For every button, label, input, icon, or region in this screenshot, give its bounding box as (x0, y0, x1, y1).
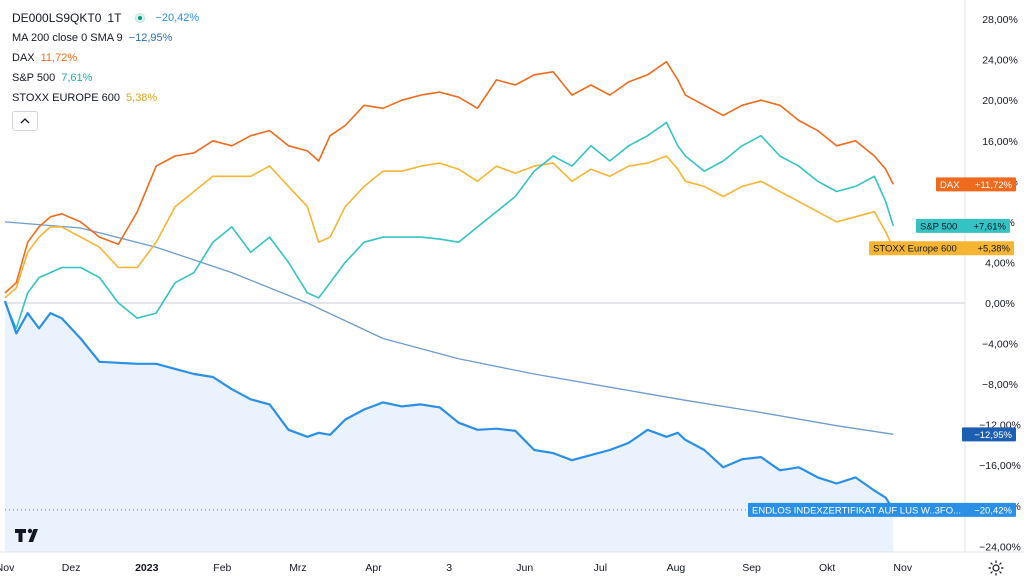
interval-label[interactable]: 1T (107, 11, 122, 25)
stoxx-price-badge[interactable]: STOXX Europe 600 +5,38% (869, 241, 1014, 256)
legend-stoxx-row[interactable]: STOXX EUROPE 600 5,38% (12, 88, 199, 108)
dax-price-badge-value: +11,72% (975, 180, 1013, 191)
main-series-area (5, 301, 894, 552)
symbol-change: −20,42% (155, 12, 200, 24)
x-tick-label: Sep (742, 562, 761, 574)
ma-price-badge-bg (962, 427, 1016, 442)
stoxx-price-badge-bg (869, 241, 1014, 256)
symbol-name[interactable]: DE000LS9QKT0 (12, 11, 102, 25)
legend-dax-row[interactable]: DAX 11,72% (12, 48, 199, 68)
sp-price-badge-value: +7,61% (974, 221, 1007, 232)
stoxx-price-badge-value: +5,38% (978, 244, 1011, 255)
ma-label[interactable]: MA 200 close 0 SMA 9 (12, 32, 123, 44)
ma-change: −12,95% (128, 32, 173, 44)
ma-series-line[interactable] (4, 221, 894, 435)
sp-label[interactable]: S&P 500 (12, 72, 56, 84)
dax-price-badge[interactable]: DAX +11,72% (936, 177, 1016, 192)
y-tick-label: 28,00% (982, 14, 1018, 26)
x-tick-label: Feb (213, 562, 231, 574)
y-tick-label: 24,00% (982, 55, 1018, 67)
y-tick-label: 20,00% (982, 95, 1018, 107)
x-tick-label: Nov (893, 562, 912, 574)
y-tick-label: 0,00% (985, 298, 1015, 310)
stoxx-label[interactable]: STOXX EUROPE 600 (12, 92, 121, 104)
dax-series-line[interactable] (4, 60, 895, 294)
dax-label[interactable]: DAX (12, 52, 35, 64)
dax-price-badge-name: DAX (940, 180, 960, 191)
stoxx-series-line[interactable] (4, 155, 895, 299)
legend-main-row[interactable]: DE000LS9QKT0 1T −20,42% (12, 8, 199, 28)
main-price-badge-name: ENDLOS INDEXZERTIFIKAT AUF LUS W..3FO... (752, 505, 961, 516)
main-price-badge-value: −20,42% (974, 505, 1012, 516)
collapse-legend-button[interactable] (12, 111, 38, 131)
main-price-badge-bg (748, 502, 1016, 517)
y-tick-label: −16,00% (979, 460, 1021, 472)
x-tick-label: Apr (365, 562, 382, 574)
main-series-line[interactable] (3, 300, 895, 511)
y-tick-label: 16,00% (982, 136, 1018, 148)
stoxx-change: 5,38% (126, 92, 158, 104)
y-tick-label: −8,00% (982, 379, 1018, 391)
chevron-up-icon (20, 118, 30, 124)
tradingview-logo-icon[interactable] (12, 520, 42, 550)
sp-price-badge-name: S&P 500 (920, 221, 957, 232)
main-price-badge[interactable]: ENDLOS INDEXZERTIFIKAT AUF LUS W..3FO...… (748, 502, 1016, 517)
y-tick-label: 4,00% (985, 257, 1015, 269)
x-tick-label: Nov (0, 562, 15, 574)
chart-legend: DE000LS9QKT0 1T −20,42% MA 200 close 0 S… (12, 8, 199, 108)
sp-price-badge[interactable]: S&P 500 +7,61% (916, 218, 1010, 233)
x-tick-label: 2023 (135, 562, 159, 574)
x-tick-label: Jun (516, 562, 533, 574)
y-tick-label: −4,00% (982, 339, 1018, 351)
x-tick-label: Okt (819, 562, 835, 574)
sp-series-line[interactable] (4, 121, 895, 330)
ma-price-badge-value: −12,95% (974, 430, 1012, 441)
x-tick-label: Jul (594, 562, 607, 574)
legend-ma-row[interactable]: MA 200 close 0 SMA 9 −12,95% (12, 28, 199, 48)
dax-change: 11,72% (40, 52, 78, 64)
stoxx-price-badge-name: STOXX Europe 600 (873, 244, 957, 255)
x-tick-label: Mrz (289, 562, 307, 574)
settings-gear-icon[interactable] (987, 559, 1005, 577)
ma-price-badge[interactable]: −12,95% (962, 427, 1016, 442)
x-tick-label: Dez (62, 562, 81, 574)
market-status-icon (135, 13, 146, 23)
x-tick-label: 3 (446, 562, 452, 574)
y-tick-label: −24,00% (979, 541, 1021, 553)
x-tick-label: Aug (667, 562, 686, 574)
sp-change: 7,61% (61, 72, 93, 84)
legend-sp-row[interactable]: S&P 500 7,61% (12, 68, 199, 88)
dax-price-badge-bg (936, 177, 1016, 192)
sp-price-badge-bg (916, 218, 1010, 233)
